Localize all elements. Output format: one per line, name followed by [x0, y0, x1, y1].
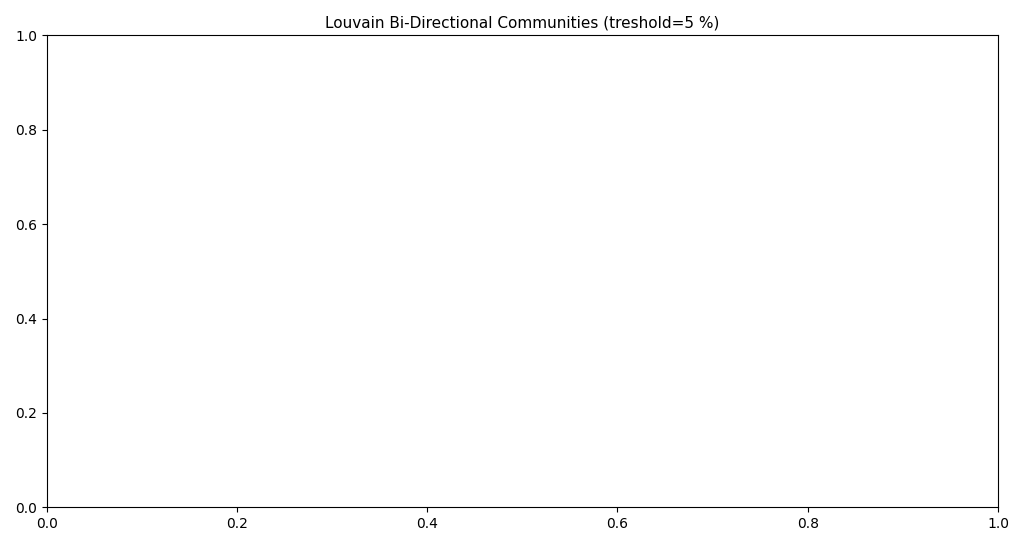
Title: Louvain Bi-Directional Communities (treshold=5 %): Louvain Bi-Directional Communities (tres…: [326, 15, 720, 30]
